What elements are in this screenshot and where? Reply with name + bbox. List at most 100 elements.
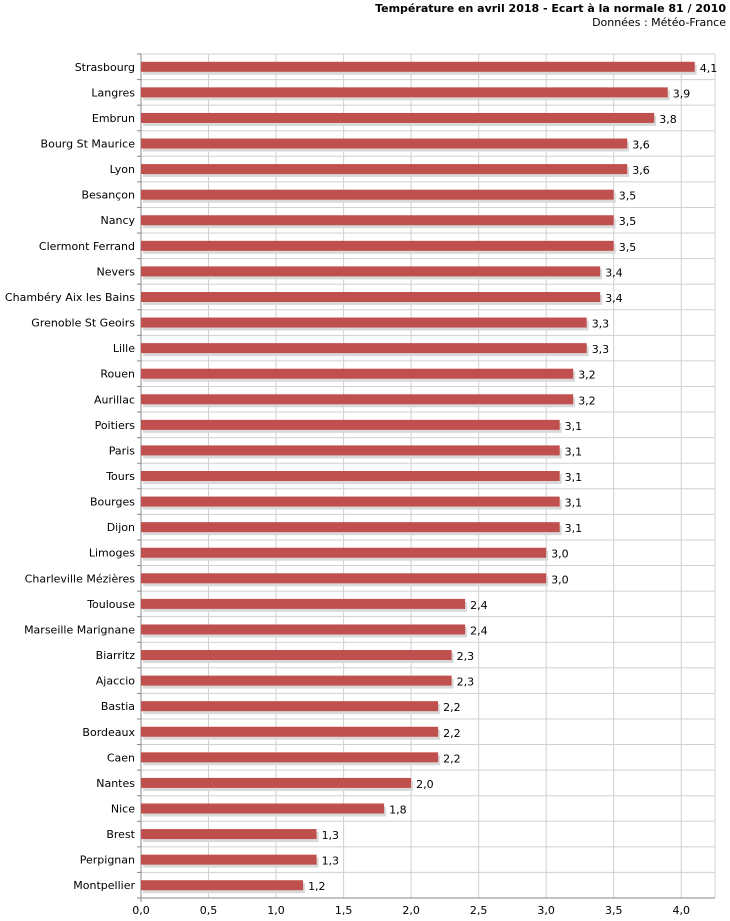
value-label: 1,3 [322, 829, 340, 842]
bars [141, 61, 697, 894]
bar [141, 701, 439, 712]
value-label: 1,2 [308, 880, 326, 893]
value-label: 3,5 [619, 215, 637, 228]
value-label: 3,1 [565, 522, 583, 535]
category-label: Bourg St Maurice [41, 138, 136, 151]
category-label: Biarritz [96, 649, 136, 662]
category-label: Paris [109, 444, 135, 457]
x-tick-label: 4,0 [672, 904, 690, 917]
category-label: Strasbourg [75, 61, 135, 74]
bar [141, 368, 574, 379]
x-tick-label: 2,5 [470, 904, 488, 917]
category-label: Embrun [92, 112, 135, 125]
value-label: 3,8 [659, 113, 677, 126]
category-label: Montpellier [73, 879, 135, 892]
bar [141, 215, 614, 226]
category-label: Dijon [107, 521, 135, 534]
bar [141, 317, 587, 328]
category-label: Besançon [81, 189, 135, 202]
category-label: Perpignan [80, 854, 135, 867]
category-label: Tours [105, 470, 135, 483]
category-label: Bordeaux [82, 726, 135, 739]
value-label: 3,3 [592, 318, 610, 331]
bar [141, 624, 466, 635]
bar [141, 880, 304, 891]
bar [141, 752, 439, 763]
value-label: 3,1 [565, 420, 583, 433]
value-label: 3,9 [673, 87, 691, 100]
category-label: Limoges [89, 547, 135, 560]
bar [141, 573, 547, 584]
value-label: 3,3 [592, 343, 610, 356]
value-label: 3,1 [565, 471, 583, 484]
bar [141, 777, 412, 788]
category-label: Clermont Ferrand [39, 240, 135, 253]
x-tick-label: 3,5 [605, 904, 623, 917]
bar [141, 112, 655, 123]
category-label: Grenoble St Geoirs [31, 317, 135, 330]
value-label: 3,5 [619, 190, 637, 203]
value-label: 4,1 [700, 62, 718, 75]
chart-title: Température en avril 2018 - Ecart à la n… [375, 2, 726, 15]
bar [141, 164, 628, 175]
value-label: 3,0 [551, 573, 569, 586]
value-label: 3,4 [605, 292, 623, 305]
bar [141, 522, 560, 533]
value-label: 3,6 [632, 164, 650, 177]
category-label: Langres [91, 86, 135, 99]
bar [141, 189, 614, 200]
category-label: Charleville Mézières [25, 572, 136, 585]
category-label: Chambéry Aix les Bains [5, 291, 135, 304]
value-label: 2,3 [457, 676, 475, 689]
category-label: Rouen [100, 368, 135, 381]
value-label: 2,2 [443, 752, 461, 765]
category-label: Poitiers [95, 419, 136, 432]
bar [141, 61, 695, 72]
bar [141, 240, 614, 251]
category-label: Nantes [96, 777, 135, 790]
value-label: 2,0 [416, 778, 434, 791]
category-label: Bastia [101, 700, 135, 713]
chart-subtitle: Données : Météo-France [592, 16, 726, 29]
category-label: Toulouse [86, 598, 135, 611]
x-tick-label: 0,5 [200, 904, 218, 917]
bar [141, 343, 587, 354]
category-label: Caen [107, 751, 135, 764]
value-label: 3,2 [578, 369, 596, 382]
bar [141, 675, 452, 686]
category-label: Nevers [96, 265, 135, 278]
value-label: 2,2 [443, 701, 461, 714]
labels: 0,0 0,5 1,0 1,5 2,0 2,5 3,0 3,5 4,0 Strasbourg 4,1… [5, 61, 717, 917]
bar [141, 471, 560, 481]
bar [141, 496, 560, 507]
value-label: 3,5 [619, 241, 637, 254]
value-label: 1,3 [322, 855, 340, 868]
bar [141, 87, 668, 98]
category-label: Nice [111, 802, 135, 815]
bar [141, 138, 628, 149]
value-label: 1,8 [389, 803, 407, 816]
value-label: 2,3 [457, 650, 475, 663]
bar [141, 803, 385, 814]
value-label: 3,0 [551, 548, 569, 561]
category-label: Brest [106, 828, 135, 841]
value-label: 2,4 [470, 599, 488, 612]
bar [141, 829, 317, 840]
value-label: 3,1 [565, 445, 583, 458]
x-tick-label: 1,5 [335, 904, 353, 917]
value-label: 3,2 [578, 394, 596, 407]
value-label: 3,1 [565, 497, 583, 510]
x-tick-label: 3,0 [537, 904, 555, 917]
value-label: 2,2 [443, 727, 461, 740]
x-tick-label: 2,0 [402, 904, 420, 917]
value-label: 2,4 [470, 624, 488, 637]
bar [141, 266, 601, 277]
bar [141, 854, 317, 865]
category-label: Aurillac [94, 393, 135, 406]
category-label: Lille [113, 342, 135, 355]
value-label: 3,6 [632, 139, 650, 152]
x-tick-label: 0,0 [132, 904, 150, 917]
bar [141, 419, 560, 430]
bar [141, 650, 452, 661]
